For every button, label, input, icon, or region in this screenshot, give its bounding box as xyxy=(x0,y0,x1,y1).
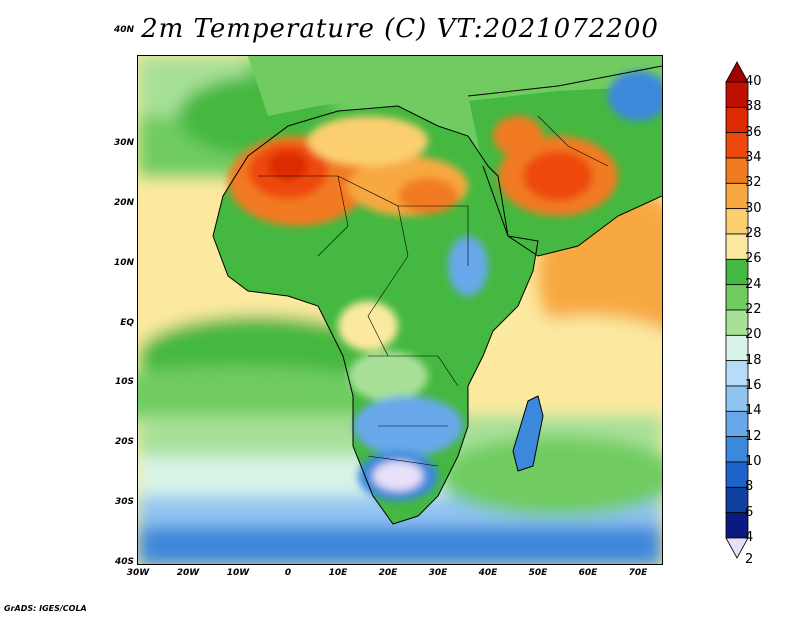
colorbar-level-label: 32 xyxy=(745,175,762,191)
colorbar-level-label: 16 xyxy=(745,378,762,393)
lon-label: 50E xyxy=(528,568,548,578)
lat-label: 40S xyxy=(114,557,134,567)
land-hot-regions xyxy=(228,71,662,501)
colorbar-level-label: 14 xyxy=(745,403,762,419)
lon-label: 30W xyxy=(126,568,150,578)
europe-landmass xyxy=(248,56,662,116)
temperature-map xyxy=(137,55,663,565)
lon-label: 20W xyxy=(176,568,200,578)
lon-label: 20E xyxy=(378,568,398,578)
lon-label: 10E xyxy=(328,568,348,578)
colorbar-level-label: 22 xyxy=(745,302,762,317)
colorbar-level-label: 26 xyxy=(745,251,762,267)
lat-label: 20N xyxy=(113,198,134,208)
colorbar-level-label: 40 xyxy=(745,74,762,89)
colorbar-level-label: 24 xyxy=(745,276,762,292)
credit-label: GrADS: IGES/COLA xyxy=(4,604,87,613)
colorbar xyxy=(725,61,749,559)
lat-label: EQ xyxy=(120,318,134,328)
lon-label: 40E xyxy=(478,568,498,578)
lat-label: 40N xyxy=(113,25,134,35)
colorbar-level-label: 38 xyxy=(745,99,762,115)
colorbar-level-label: 18 xyxy=(745,352,762,368)
colorbar-level-label: 34 xyxy=(745,150,762,165)
colorbar-level-label: 12 xyxy=(745,428,762,444)
lon-label: 70E xyxy=(628,568,648,578)
colorbar-level-label: 20 xyxy=(745,327,762,343)
lat-label: 30N xyxy=(113,138,134,148)
map-title: 2m Temperature (C) VT:2021072200 xyxy=(141,14,659,44)
lat-label: 20S xyxy=(114,437,134,447)
colorbar-level-label: 36 xyxy=(745,124,762,140)
lon-label: 0 xyxy=(284,568,292,578)
lon-label: 60E xyxy=(578,568,598,578)
colorbar-level-label: 2 xyxy=(745,552,754,567)
colorbar-level-label: 4 xyxy=(745,530,754,545)
lon-label: 10W xyxy=(226,568,250,578)
colorbar-bottom-triangle xyxy=(725,537,749,559)
coastlines xyxy=(212,65,662,525)
lat-label: 10S xyxy=(114,377,134,387)
lon-label: 30E xyxy=(428,568,448,578)
country-borders xyxy=(258,115,609,467)
colorbar-level-label: 30 xyxy=(745,200,762,216)
lat-label: 30S xyxy=(114,497,134,507)
colorbar-level-label: 28 xyxy=(745,226,762,241)
lat-label: 10N xyxy=(113,258,134,268)
colorbar-level-label: 10 xyxy=(745,454,762,469)
colorbar-level-label: 8 xyxy=(745,479,754,495)
colorbar-level-label: 6 xyxy=(745,504,754,520)
